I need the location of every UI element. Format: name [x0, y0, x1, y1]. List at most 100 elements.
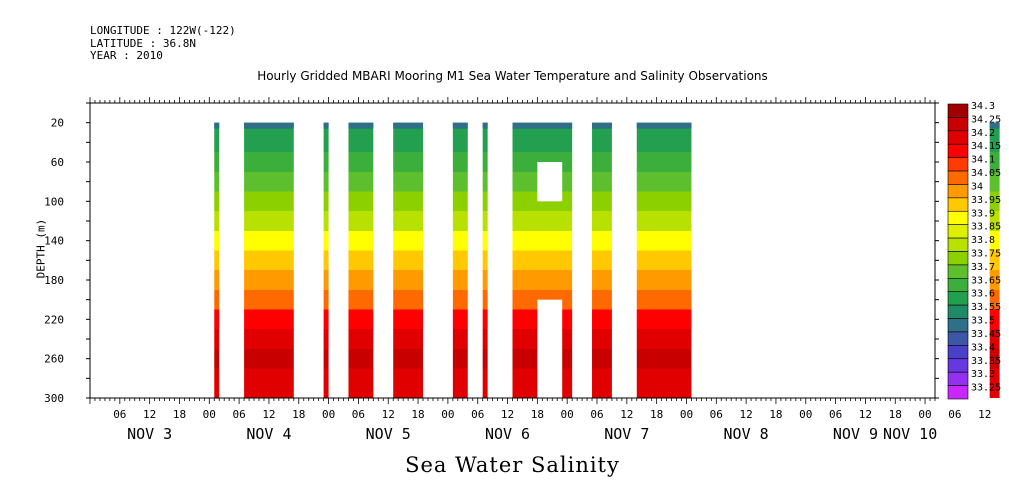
surface-band [482, 122, 488, 129]
x-tick-label: 06 [590, 408, 603, 421]
colorbar-label: 33.65 [971, 275, 1001, 286]
x-tick-label: 12 [143, 408, 156, 421]
x-tick-label: 18 [292, 408, 305, 421]
colorbar-label: 33.9 [971, 208, 995, 219]
colorbar-label: 34 [971, 181, 983, 192]
data-segment [244, 122, 294, 399]
chart-title: Hourly Gridded MBARI Mooring M1 Sea Wate… [257, 69, 768, 83]
x-tick-label: 00 [918, 408, 931, 421]
colorbar-label: 33.7 [971, 262, 995, 273]
colorbar-swatch [947, 197, 969, 212]
colorbar-swatch [947, 184, 969, 199]
x-tick-label: 06 [232, 408, 245, 421]
day-label: NOV 6 [485, 425, 530, 443]
day-label: NOV 5 [366, 425, 411, 443]
colorbar-swatch [947, 331, 969, 346]
latitude-label: LATITUDE : 36.8N [90, 37, 196, 50]
x-tick-label: 06 [710, 408, 723, 421]
colorbar-swatch [947, 304, 969, 319]
data-segment [323, 122, 329, 399]
x-tick-label: 12 [620, 408, 633, 421]
colorbar-label: 33.45 [971, 329, 1001, 340]
data-segment [482, 122, 488, 399]
x-tick-label: 12 [382, 408, 395, 421]
longitude-label: LONGITUDE : 122W(-122) [90, 24, 236, 37]
y-tick-label: 100 [44, 195, 64, 208]
x-tick-label: 18 [173, 408, 186, 421]
x-tick-label: 12 [501, 408, 514, 421]
surface-band [636, 122, 692, 129]
surface-band [393, 122, 424, 129]
x-tick-label: 06 [113, 408, 126, 421]
year-label: YEAR : 2010 [90, 49, 163, 62]
x-tick-label: 06 [829, 408, 842, 421]
colorbar-swatch [947, 371, 969, 386]
x-axis-label: Sea Water Salinity [405, 453, 620, 477]
x-tick-label: 18 [531, 408, 544, 421]
colorbar-label: 34.15 [971, 141, 1001, 152]
y-tick-label: 260 [44, 353, 64, 366]
x-tick-label: 18 [650, 408, 663, 421]
colorbar-swatch [947, 264, 969, 279]
colorbar-swatch [947, 170, 969, 185]
x-tick-label: 18 [769, 408, 782, 421]
data-segment [393, 122, 424, 399]
x-tick-label: 00 [561, 408, 574, 421]
surface-band [348, 122, 374, 129]
colorbar-swatch [947, 117, 969, 132]
colorbar-label: 34.05 [971, 168, 1001, 179]
x-tick-label: 00 [322, 408, 335, 421]
colorbar-swatch [947, 318, 969, 333]
y-tick-label: 180 [44, 274, 64, 287]
surface-band [214, 122, 220, 129]
day-label: NOV 4 [246, 425, 291, 443]
surface-band [512, 122, 573, 129]
data-segment [452, 122, 468, 399]
colorbar-swatch [947, 130, 969, 145]
colorbar-swatch [947, 251, 969, 266]
data-gap [537, 299, 563, 398]
colorbar-label: 33.95 [971, 195, 1001, 206]
colorbar-label: 33.25 [971, 383, 1001, 394]
colorbar-swatch [947, 103, 969, 118]
colorbar-label: 34.2 [971, 128, 995, 139]
surface-band [244, 122, 294, 129]
colorbar-swatch [947, 385, 969, 400]
x-tick-label: 06 [471, 408, 484, 421]
colorbar-label: 33.85 [971, 222, 1001, 233]
day-label: NOV 9 [833, 425, 878, 443]
x-tick-label: 12 [859, 408, 872, 421]
colorbar-label: 33.8 [971, 235, 995, 246]
colorbar-label: 34.3 [971, 101, 995, 112]
surface-band [989, 122, 1000, 129]
colorbar-label: 33.4 [971, 342, 995, 353]
data-segment [592, 122, 612, 399]
x-tick-label: 18 [889, 408, 902, 421]
data-segment [989, 122, 1000, 399]
colorbar-swatch [947, 157, 969, 172]
x-tick-label: 12 [262, 408, 275, 421]
surface-band [592, 122, 612, 129]
data-segment [348, 122, 374, 399]
colorbar-swatch [947, 210, 969, 225]
x-tick-label: 00 [799, 408, 812, 421]
colorbar-swatch [947, 358, 969, 373]
day-label: NOV 3 [127, 425, 172, 443]
x-tick-label: 12 [978, 408, 991, 421]
surface-band [452, 122, 468, 129]
x-tick-label: 12 [739, 408, 752, 421]
data-segment [214, 122, 220, 399]
colorbar-label: 33.75 [971, 249, 1001, 260]
colorbar-label: 34.25 [971, 114, 1001, 125]
day-label: NOV 10 [883, 425, 937, 443]
day-label: NOV 8 [724, 425, 769, 443]
y-tick-label: 20 [51, 117, 64, 130]
colorbar-label: 34.1 [971, 155, 995, 166]
day-label: NOV 7 [604, 425, 649, 443]
colorbar-label: 33.35 [971, 356, 1001, 367]
data-gap [537, 162, 563, 202]
colorbar-label: 33.6 [971, 289, 995, 300]
colorbar-swatch [947, 143, 969, 158]
x-tick-label: 18 [411, 408, 424, 421]
